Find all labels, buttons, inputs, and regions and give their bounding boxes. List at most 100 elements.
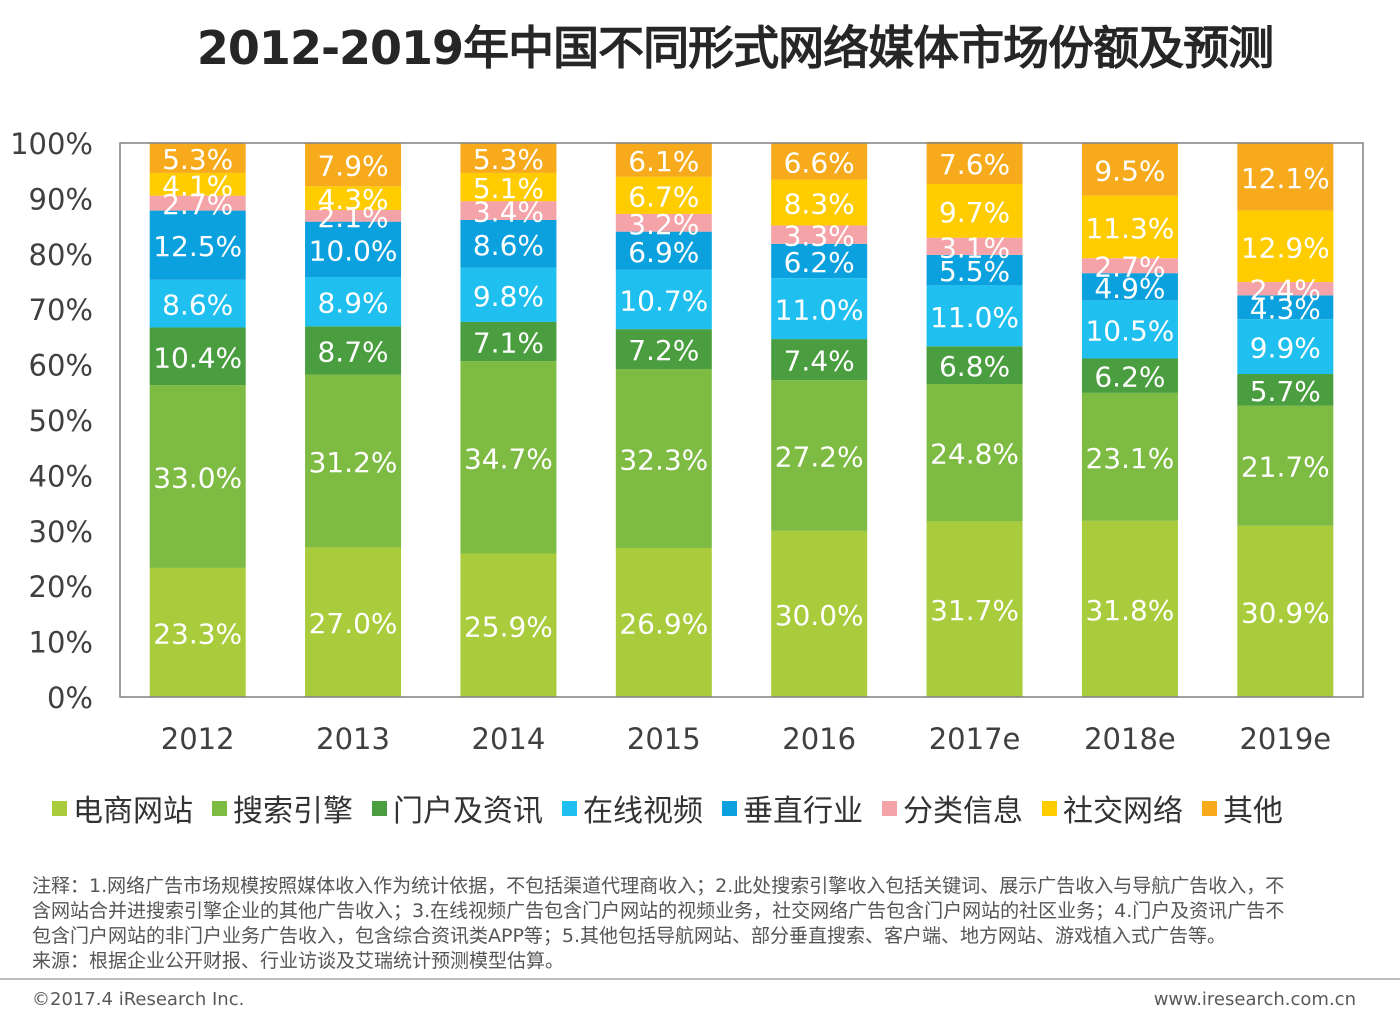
bar-segment (1237, 525, 1334, 697)
bar-segment (1081, 258, 1178, 274)
bar-segment (771, 380, 868, 531)
bar-segment (771, 339, 868, 381)
data-label: 7.1% (473, 327, 544, 360)
y-tick-label: 80% (29, 238, 93, 272)
data-label: 4.9% (1094, 272, 1165, 305)
data-label: 11.0% (775, 294, 864, 327)
x-tick-label: 2017e (929, 722, 1021, 756)
legend-item: 分类信息 (882, 786, 1023, 830)
y-tick-label: 70% (29, 293, 93, 327)
data-label: 4.3% (317, 183, 388, 216)
data-label: 8.3% (784, 188, 855, 221)
chart-legend: 电商网站 搜索引擎 门户及资讯 在线视频 垂直行业 分类信息 社交网络 其他 (52, 786, 1392, 830)
bar-segment (926, 237, 1023, 255)
bar-segment (1237, 210, 1334, 283)
bar-segment (615, 176, 712, 214)
x-tick-label: 2015 (627, 722, 701, 756)
x-tick-label: 2013 (316, 722, 390, 756)
data-label: 4.3% (1250, 292, 1321, 325)
legend-swatch (1202, 800, 1217, 816)
bar-segment (1081, 392, 1178, 521)
data-label: 7.4% (784, 345, 855, 378)
data-label: 26.9% (619, 607, 708, 640)
bar-segment (1237, 282, 1334, 296)
bar-segment (926, 346, 1023, 384)
bar-segment (460, 553, 557, 697)
bar-segment (460, 321, 557, 362)
data-labels: 23.3%33.0%10.4%8.6%12.5%2.7%4.1%5.3%27.0… (153, 143, 1330, 650)
notes-block: 注释：1.网络广告市场规模按照媒体收入作为统计依据，不包括渠道代理商收入；2.此… (32, 874, 1400, 974)
legend-swatch (52, 800, 67, 816)
data-label: 2.4% (1250, 274, 1321, 307)
data-label: 3.2% (628, 208, 699, 241)
data-label: 9.5% (1094, 154, 1165, 187)
bar-segment (926, 141, 1023, 184)
data-label: 23.1% (1085, 442, 1174, 475)
note-line: 包含门户网站的非门户业务广告收入，包含综合资讯类APP等；5.其他包括导航网站、… (32, 925, 1227, 947)
data-label: 9.9% (1250, 332, 1321, 365)
data-label: 7.2% (628, 334, 699, 367)
bar-segment (460, 201, 557, 221)
legend-item: 其他 (1202, 786, 1283, 830)
bar-segment (1081, 520, 1178, 697)
bar-segment (149, 567, 246, 697)
bar-segment (771, 143, 868, 180)
data-label: 7.9% (317, 149, 388, 182)
y-tick-label: 40% (29, 459, 93, 493)
legend-label: 搜索引擎 (233, 794, 353, 829)
y-tick-label: 10% (29, 626, 93, 660)
legend-label: 分类信息 (903, 794, 1023, 829)
x-tick-label: 2016 (782, 722, 856, 756)
data-label: 6.2% (784, 246, 855, 279)
bar-segment (149, 210, 246, 280)
y-tick-label: 0% (47, 681, 93, 715)
bar-segment (305, 374, 402, 548)
data-label: 8.6% (162, 289, 233, 322)
legend-swatch (372, 800, 387, 816)
data-label: 24.8% (930, 438, 1019, 471)
y-tick-label: 90% (29, 182, 93, 216)
legend-label: 社交网络 (1063, 794, 1183, 829)
bar-segment (926, 383, 1023, 522)
y-tick-label: 50% (29, 404, 93, 438)
legend-item: 电商网站 (52, 786, 193, 830)
y-tick-label: 20% (29, 570, 93, 604)
y-tick-label: 100% (10, 127, 93, 161)
bar-segment (926, 521, 1023, 697)
y-tick-label: 30% (29, 515, 93, 549)
bar-segment (615, 269, 712, 330)
bar-segment (771, 530, 868, 697)
bar-segment (926, 285, 1023, 347)
bar-segment (1237, 374, 1334, 406)
data-label: 5.3% (162, 143, 233, 176)
bar-segment (615, 231, 712, 270)
data-label: 12.1% (1241, 162, 1330, 195)
data-label: 31.7% (930, 594, 1019, 627)
bar-segment (149, 279, 246, 328)
bar-segment (149, 172, 246, 196)
x-tick-label: 2018e (1084, 722, 1176, 756)
data-label: 3.4% (473, 196, 544, 229)
data-label: 5.1% (473, 172, 544, 205)
bar-segment (771, 179, 868, 226)
x-tick-label: 2019e (1239, 722, 1331, 756)
data-label: 3.1% (939, 231, 1010, 264)
data-label: 30.9% (1241, 596, 1330, 629)
bar-segment (615, 143, 712, 177)
bar-segment (305, 210, 402, 222)
legend-item: 社交网络 (1042, 786, 1183, 830)
data-label: 10.7% (619, 285, 708, 318)
data-label: 11.0% (930, 301, 1019, 334)
legend-label: 门户及资讯 (393, 794, 543, 829)
bar-segment (1081, 300, 1178, 359)
legend-item: 在线视频 (562, 786, 703, 830)
bar-segment (1237, 295, 1334, 320)
bar-segment (1081, 195, 1178, 259)
bar-segment (149, 385, 246, 568)
data-label: 30.0% (775, 599, 864, 632)
bar-segment (771, 243, 868, 279)
legend-swatch (212, 800, 227, 816)
bar-area (149, 141, 1334, 697)
legend-label: 垂直行业 (743, 794, 863, 829)
bar-segment (305, 277, 402, 327)
